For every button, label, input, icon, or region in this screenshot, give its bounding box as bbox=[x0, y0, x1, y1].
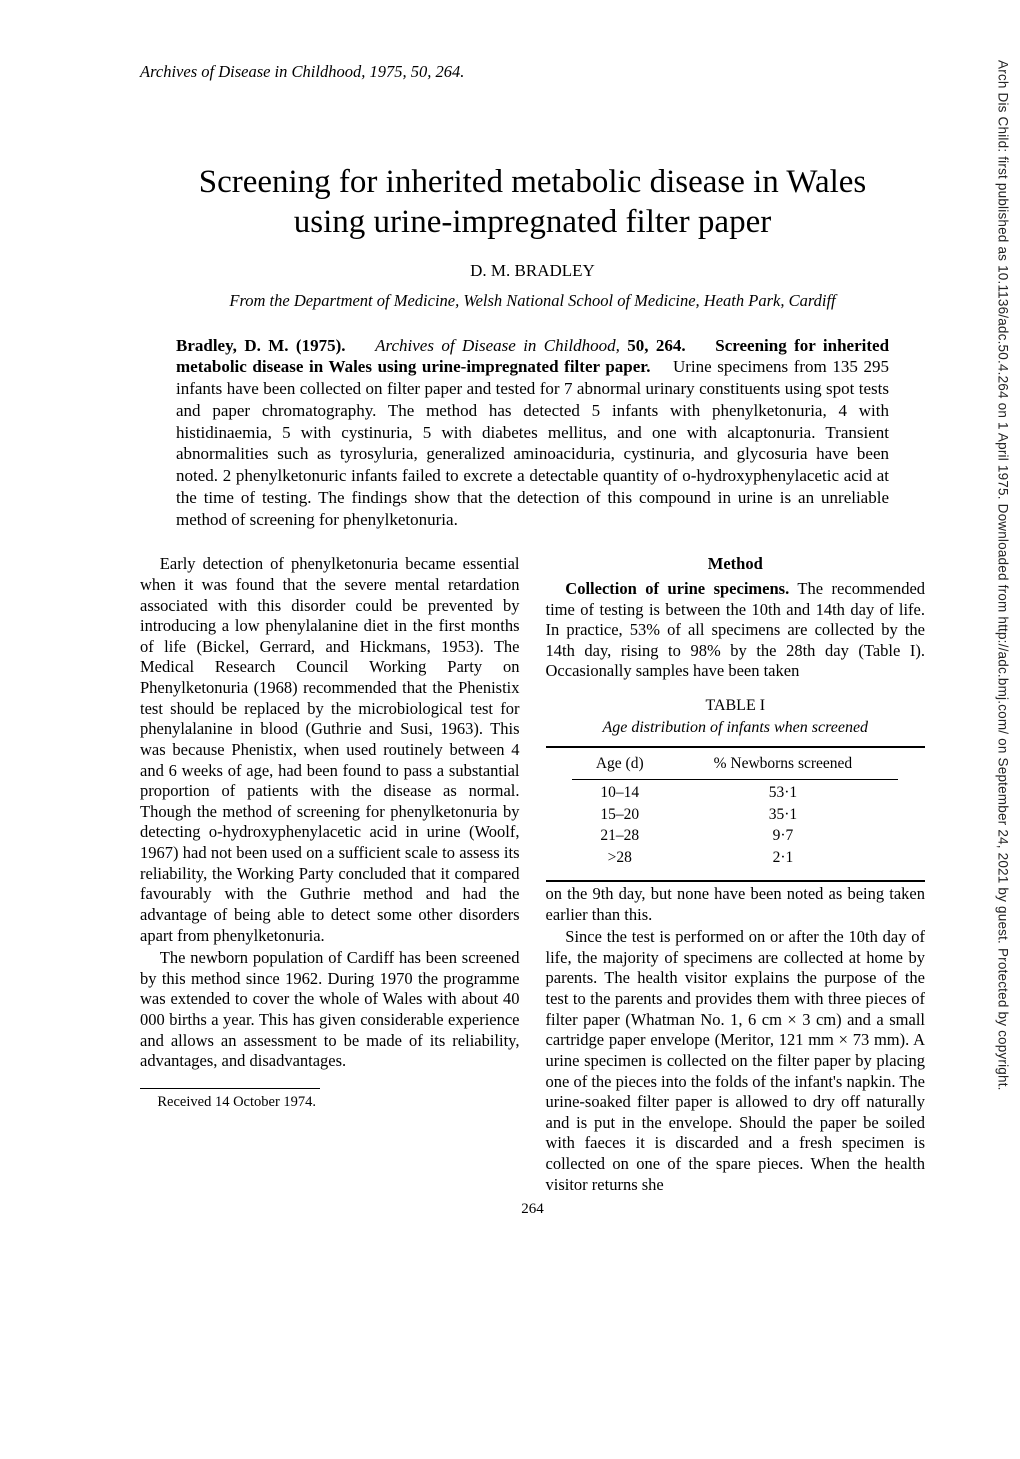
article-title: Screening for inherited metabolic diseas… bbox=[140, 162, 925, 243]
table-rule-mid bbox=[572, 779, 898, 780]
table-col-pct: % Newborns screened bbox=[667, 750, 898, 777]
title-line-1: Screening for inherited metabolic diseas… bbox=[199, 164, 867, 200]
table-cell-pct: 2·1 bbox=[667, 847, 898, 868]
table-col-age: Age (d) bbox=[572, 750, 667, 777]
abstract-journal: Archives of Disease in Childhood, bbox=[375, 336, 620, 355]
right-column: Method Collection of urine specimens. Th… bbox=[546, 554, 926, 1197]
right-p1: Collection of urine specimens. The recom… bbox=[546, 579, 926, 682]
table-cell-pct: 9·7 bbox=[667, 825, 898, 846]
two-column-body: Early detection of phenylketonuria becam… bbox=[140, 554, 925, 1197]
abstract-body: Urine specimens from 135 295 infants hav… bbox=[176, 357, 889, 528]
table-cell-age: 10–14 bbox=[572, 782, 667, 803]
table-cell-pct: 53·1 bbox=[667, 782, 898, 803]
vertical-provenance-text: Arch Dis Child: first published as 10.11… bbox=[992, 0, 1014, 1459]
title-line-2: using urine-impregnated filter paper bbox=[294, 204, 771, 240]
left-p1: Early detection of phenylketonuria becam… bbox=[140, 554, 520, 946]
table-cell-age: >28 bbox=[572, 847, 667, 868]
table-label: TABLE I bbox=[546, 696, 926, 716]
abstract-citation-tail: 50, 264. bbox=[627, 336, 685, 355]
table-row: 15–20 35·1 bbox=[572, 804, 898, 825]
author-name: D. M. BRADLEY bbox=[140, 261, 925, 281]
left-p2: The newborn population of Cardiff has be… bbox=[140, 948, 520, 1072]
abstract-block: Bradley, D. M. (1975). Archives of Disea… bbox=[176, 335, 889, 531]
abstract-citation-lead: Bradley, D. M. (1975). bbox=[176, 336, 346, 355]
received-footnote: Received 14 October 1974. bbox=[140, 1093, 520, 1111]
table-row: 21–28 9·7 bbox=[572, 825, 898, 846]
footnote-rule bbox=[140, 1088, 320, 1089]
table-rule-bottom bbox=[546, 880, 926, 882]
page-number: 264 bbox=[140, 1201, 925, 1218]
right-p2: on the 9th day, but none have been noted… bbox=[546, 884, 926, 925]
left-column: Early detection of phenylketonuria becam… bbox=[140, 554, 520, 1197]
table-row: >28 2·1 bbox=[572, 847, 898, 868]
table-cell-age: 15–20 bbox=[572, 804, 667, 825]
page: Arch Dis Child: first published as 10.11… bbox=[0, 0, 1020, 1399]
right-p3: Since the test is performed on or after … bbox=[546, 927, 926, 1195]
table-cell-age: 21–28 bbox=[572, 825, 667, 846]
author-affiliation: From the Department of Medicine, Welsh N… bbox=[140, 291, 925, 311]
collection-runin-head: Collection of urine specimens. bbox=[565, 579, 789, 598]
table-wrapper: Age (d) % Newborns screened 10–14 53·1 1… bbox=[546, 746, 926, 882]
age-distribution-table: Age (d) % Newborns screened 10–14 53·1 1… bbox=[572, 750, 898, 868]
table-row: 10–14 53·1 bbox=[572, 782, 898, 803]
running-head: Archives of Disease in Childhood, 1975, … bbox=[140, 62, 925, 82]
table-header-row: Age (d) % Newborns screened bbox=[572, 750, 898, 777]
table-caption: Age distribution of infants when screene… bbox=[546, 718, 926, 738]
table-cell-pct: 35·1 bbox=[667, 804, 898, 825]
table-rule-top bbox=[546, 746, 926, 748]
method-heading: Method bbox=[546, 554, 926, 575]
